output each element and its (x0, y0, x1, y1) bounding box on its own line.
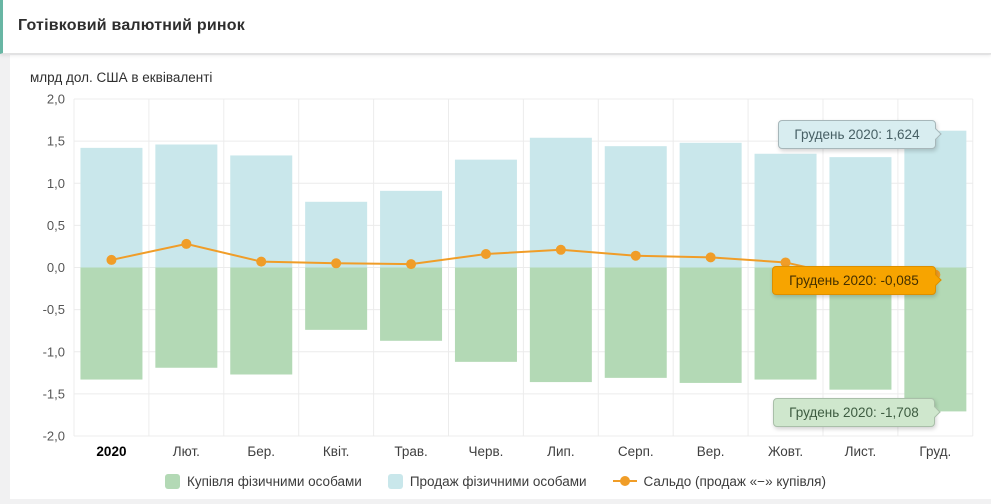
x-tick-label: Лип. (547, 444, 574, 459)
bar-purchase[interactable] (155, 267, 218, 368)
page-title: Готівковий валютний ринок (18, 17, 245, 34)
tooltip-sales-december: Грудень 2020: 1,624 (778, 120, 942, 149)
saldo-point[interactable] (555, 244, 566, 255)
saldo-line (111, 242, 936, 281)
bar-sales[interactable] (380, 190, 443, 268)
bar-sales[interactable] (679, 142, 742, 268)
tooltip-purchase-text: Грудень 2020: -1,708 (789, 405, 919, 420)
bar-purchase[interactable] (230, 267, 293, 375)
x-tick-label: 2020 (96, 444, 126, 459)
saldo-point[interactable] (480, 249, 491, 260)
purchase-swatch-icon (164, 473, 180, 489)
tooltip-saldo-text: Грудень 2020: -0,085 (789, 273, 919, 288)
y-tick-label: 1,0 (47, 176, 65, 191)
bar-purchase[interactable] (380, 267, 443, 341)
y-tick-label: -0,5 (43, 302, 65, 317)
x-tick-label: Бер. (247, 444, 275, 459)
saldo-point[interactable] (630, 250, 641, 261)
chart-region: 2,0 1,5 1,0 0,5 0,0 -0,5 -1,0 -1,5 -2,0 2020 Лют. Б… (0, 55, 991, 499)
saldo-line-marker-icon (612, 476, 637, 486)
saldo-point[interactable] (780, 257, 791, 268)
y-tick-label: 2,0 (47, 92, 65, 107)
x-tick-label: Квіт. (323, 444, 349, 459)
bar-purchase[interactable] (529, 267, 592, 383)
saldo-point[interactable] (406, 259, 417, 270)
chart-units-caption: млрд дол. США в еквіваленті (30, 70, 213, 85)
saldo-point[interactable] (331, 258, 342, 269)
legend-item-saldo[interactable]: Сальдо (продаж «−» купівля) (612, 473, 826, 489)
x-tick-label: Серп. (618, 444, 654, 459)
y-tick-label: 1,5 (47, 134, 65, 149)
saldo-point[interactable] (181, 238, 192, 249)
x-tick-label: Жовт. (768, 444, 803, 459)
bar-sales[interactable] (904, 130, 967, 268)
legend-item-sales[interactable]: Продаж фізичними особами (387, 473, 587, 489)
x-tick-label: Лист. (845, 444, 877, 459)
x-tick-label: Трав. (394, 444, 427, 459)
y-tick-label: 0,0 (47, 260, 65, 275)
tooltip-purchase-december: Грудень 2020: -1,708 (773, 398, 941, 427)
tooltip-saldo-december: Грудень 2020: -0,085 (772, 266, 942, 295)
x-tick-label: Вер. (697, 444, 725, 459)
bar-sales[interactable] (305, 201, 368, 268)
y-tick-label: -2,0 (43, 429, 65, 444)
x-tick-label: Черв. (468, 444, 503, 459)
bar-sales[interactable] (829, 157, 892, 268)
saldo-point[interactable] (705, 252, 716, 263)
bar-purchase[interactable] (679, 267, 742, 383)
saldo-point[interactable] (106, 254, 117, 265)
legend-label-sales: Продаж фізичними особами (409, 473, 587, 489)
legend-item-purchase[interactable]: Купівля фізичними особами (164, 473, 362, 489)
y-tick-label: 0,5 (47, 218, 65, 233)
sales-swatch-icon (387, 473, 403, 489)
legend-label-saldo: Сальдо (продаж «−» купівля) (643, 473, 826, 489)
y-tick-label: -1,5 (43, 386, 65, 401)
chart-legend: Купівля фізичними особами Продаж фізични… (0, 468, 991, 494)
bar-sales[interactable] (230, 155, 293, 268)
bar-sales[interactable] (80, 147, 143, 268)
page-header: Готівковий валютний ринок (0, 0, 991, 54)
bar-purchase[interactable] (604, 267, 667, 378)
bar-purchase[interactable] (305, 267, 368, 330)
saldo-point[interactable] (256, 256, 267, 267)
tooltip-sales-text: Грудень 2020: 1,624 (794, 127, 920, 142)
x-tick-label: Груд. (919, 444, 951, 459)
legend-label-purchase: Купівля фізичними особами (186, 473, 362, 489)
bar-purchase[interactable] (454, 267, 517, 362)
bar-sales[interactable] (604, 146, 667, 268)
y-tick-label: -1,0 (43, 344, 65, 359)
bar-sales[interactable] (754, 153, 817, 268)
bar-purchase[interactable] (80, 267, 143, 380)
x-tick-label: Лют. (173, 444, 200, 459)
